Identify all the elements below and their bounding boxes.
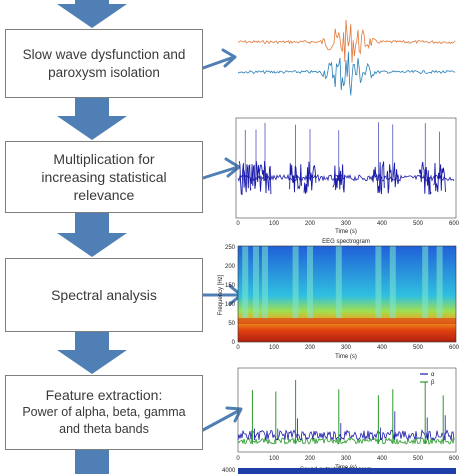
y-tick-label: 250 (225, 245, 236, 251)
step-2-line-3: relevance (73, 187, 135, 203)
sound-output-y-tick: 4000 (222, 468, 236, 474)
side-arrows (201, 48, 243, 432)
x-axis-label: Time (s) (335, 229, 357, 235)
right-arrow-1 (201, 48, 237, 70)
step-1-line-1: Slow wave dysfunction and (22, 46, 186, 62)
x-tick-labels: 0 100 200 300 400 500 600 (236, 221, 459, 227)
flow-arrows (57, 0, 127, 474)
right-arrow-4 (201, 406, 243, 432)
x-tick-labels: 0 100 200 300 400 500 600 (236, 456, 459, 462)
step-2-line-2: increasing statistical (41, 169, 167, 185)
spectrogram-burst (436, 246, 443, 318)
signal-trace-blue (237, 51, 456, 96)
step-1-line-2: paroxysm isolation (48, 64, 160, 80)
x-tick-label: 600 (449, 221, 460, 227)
signal-trace-orange (237, 19, 456, 63)
spectrogram-burst (389, 246, 396, 318)
spectrogram-frame (237, 245, 457, 343)
step-box-multiplication: Multiplication for increasing statistica… (5, 141, 203, 213)
sound-output-plot: Sound output Spectrogram 4000 (222, 467, 456, 474)
x-tick-label: 300 (341, 456, 352, 462)
step-4-line-3: and theta bands (59, 422, 149, 436)
eeg-burst (418, 161, 432, 195)
spectrogram-title: EEG spectrogram (322, 239, 370, 245)
step-2-line-1: Multiplication for (53, 151, 155, 167)
step-box-slow-wave: Slow wave dysfunction and paroxysm isola… (5, 29, 203, 98)
x-tick-label: 500 (413, 456, 424, 462)
spectrogram-burst (242, 246, 249, 318)
x-tick-label: 300 (341, 345, 352, 351)
x-tick-label: 100 (269, 456, 280, 462)
eeg-burst (386, 162, 400, 194)
band-power-traces (237, 380, 455, 446)
sound-output-field (238, 468, 456, 474)
step-3-line-1: Spectral analysis (51, 287, 157, 303)
spectrogram-burst (375, 246, 382, 318)
spectrogram-burst (253, 246, 259, 318)
x-tick-label: 500 (413, 221, 424, 227)
x-tick-label: 400 (377, 456, 388, 462)
legend: α β (420, 372, 435, 386)
spectrogram-bursts (242, 246, 443, 318)
x-tick-label: 100 (269, 221, 280, 227)
eeg-trace (237, 122, 455, 195)
down-arrow-3 (57, 332, 127, 374)
spectrogram-burst (307, 246, 313, 318)
y-axis-label: Frequency [Hz] (218, 274, 224, 315)
spectrogram-burst (262, 246, 268, 318)
y-tick-labels: 250 200 150 100 50 0 (225, 245, 236, 346)
y-tick-label: 100 (225, 302, 236, 308)
step-4-line-2: Power of alpha, beta, gamma (22, 405, 186, 419)
x-tick-label: 200 (305, 221, 316, 227)
plot-frame (235, 117, 457, 219)
eeg-burst (371, 161, 385, 195)
down-arrow-2 (57, 213, 127, 257)
y-tick-label: 200 (225, 264, 236, 270)
multiplication-plot: 0 100 200 300 400 500 600 Time (s) (235, 117, 460, 235)
spectrogram-noise-band (238, 318, 456, 324)
spectrogram-burst (335, 246, 342, 318)
y-tick-label: 150 (225, 283, 236, 289)
beta-trace (237, 436, 455, 446)
x-tick-label: 500 (413, 345, 424, 351)
x-tick-label: 400 (377, 221, 388, 227)
down-arrow-4 (75, 450, 109, 474)
alpha-trace (237, 429, 455, 442)
step-box-features: Feature extraction: Power of alpha, beta… (5, 375, 203, 450)
step-box-spectral: Spectral analysis (5, 258, 203, 332)
x-tick-labels: 0 100 200 300 400 500 600 (236, 345, 459, 351)
spectrogram-field (238, 246, 456, 342)
x-tick-label: 0 (236, 221, 240, 227)
x-tick-label: 600 (449, 345, 460, 351)
spectrogram-burst (422, 246, 429, 318)
plot-frame (237, 367, 457, 453)
down-arrow-top (57, 0, 127, 28)
x-tick-label: 600 (449, 456, 460, 462)
legend-beta: β (431, 380, 435, 386)
y-tick-label: 0 (232, 340, 236, 346)
x-tick-label: 400 (377, 345, 388, 351)
x-tick-label: 100 (269, 345, 280, 351)
step-4-line-1: Feature extraction: (45, 387, 163, 403)
x-tick-label: 300 (341, 221, 352, 227)
y-tick-label: 50 (228, 321, 235, 327)
x-tick-label: 0 (236, 456, 240, 462)
legend-alpha: α (431, 372, 435, 378)
x-tick-label: 0 (236, 345, 240, 351)
down-arrow-1 (57, 98, 127, 140)
paroxysm-signals (237, 19, 456, 96)
spectrogram-burst (292, 246, 299, 318)
x-tick-label: 200 (305, 345, 316, 351)
x-tick-label: 200 (305, 456, 316, 462)
right-arrow-2 (201, 157, 241, 180)
eeg-baseline (237, 173, 455, 183)
x-axis-label: Time (s) (335, 354, 357, 360)
